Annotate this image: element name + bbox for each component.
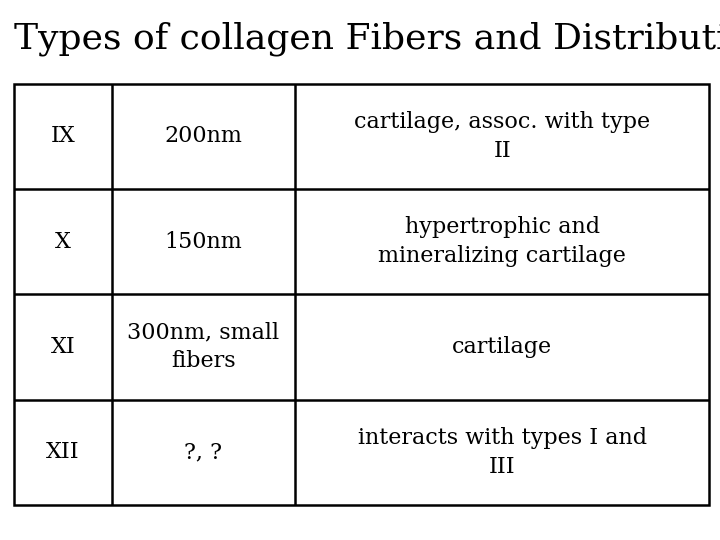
- Bar: [14, 84, 709, 505]
- Text: interacts with types I and
III: interacts with types I and III: [358, 427, 647, 478]
- Text: 300nm, small
fibers: 300nm, small fibers: [127, 321, 279, 373]
- Text: XII: XII: [46, 441, 80, 463]
- Text: Types of collagen Fibers and Distribution: Types of collagen Fibers and Distributio…: [14, 22, 720, 56]
- Text: 150nm: 150nm: [165, 231, 242, 253]
- Text: cartilage: cartilage: [452, 336, 552, 358]
- Text: 200nm: 200nm: [164, 125, 243, 147]
- Text: XI: XI: [50, 336, 76, 358]
- Text: ?, ?: ?, ?: [184, 441, 222, 463]
- Text: X: X: [55, 231, 71, 253]
- Text: hypertrophic and
mineralizing cartilage: hypertrophic and mineralizing cartilage: [378, 216, 626, 267]
- Text: IX: IX: [50, 125, 76, 147]
- Bar: [14, 84, 709, 505]
- Text: cartilage, assoc. with type
II: cartilage, assoc. with type II: [354, 111, 650, 162]
